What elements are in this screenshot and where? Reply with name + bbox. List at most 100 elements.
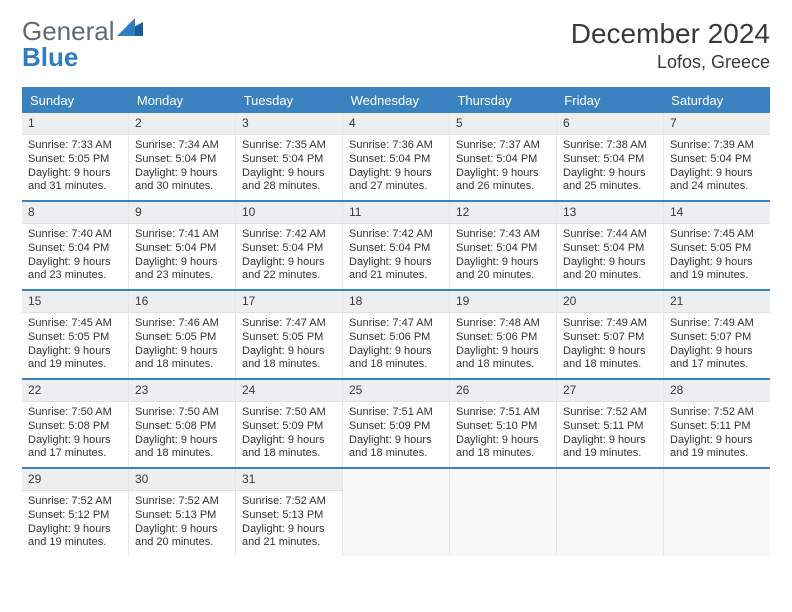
day-body: Sunrise: 7:45 AMSunset: 5:05 PMDaylight:… [664, 224, 770, 289]
daylight-text: Daylight: 9 hours and 21 minutes. [242, 523, 336, 551]
day-number: 27 [557, 380, 663, 402]
day-cell: 27Sunrise: 7:52 AMSunset: 5:11 PMDayligh… [557, 380, 664, 467]
sunrise-text: Sunrise: 7:47 AM [242, 317, 336, 331]
sunset-text: Sunset: 5:09 PM [349, 420, 443, 434]
day-number: 2 [129, 113, 235, 135]
daylight-text: Daylight: 9 hours and 19 minutes. [670, 434, 764, 462]
sunrise-text: Sunrise: 7:35 AM [242, 139, 336, 153]
day-cell: 26Sunrise: 7:51 AMSunset: 5:10 PMDayligh… [450, 380, 557, 467]
daylight-text: Daylight: 9 hours and 20 minutes. [135, 523, 229, 551]
day-body: Sunrise: 7:52 AMSunset: 5:12 PMDaylight:… [22, 491, 128, 556]
logo: General Blue [22, 18, 143, 70]
daylight-text: Daylight: 9 hours and 25 minutes. [563, 167, 657, 195]
day-header: Sunday [22, 87, 129, 113]
sunset-text: Sunset: 5:08 PM [28, 420, 122, 434]
empty-cell [450, 469, 557, 556]
day-cell: 12Sunrise: 7:43 AMSunset: 5:04 PMDayligh… [450, 202, 557, 289]
day-body: Sunrise: 7:47 AMSunset: 5:06 PMDaylight:… [343, 313, 449, 378]
sunset-text: Sunset: 5:05 PM [28, 331, 122, 345]
sunrise-text: Sunrise: 7:33 AM [28, 139, 122, 153]
daylight-text: Daylight: 9 hours and 20 minutes. [563, 256, 657, 284]
sunrise-text: Sunrise: 7:52 AM [135, 495, 229, 509]
day-cell: 31Sunrise: 7:52 AMSunset: 5:13 PMDayligh… [236, 469, 343, 556]
logo-mark: General Blue [22, 18, 143, 70]
day-number: 24 [236, 380, 342, 402]
day-body: Sunrise: 7:43 AMSunset: 5:04 PMDaylight:… [450, 224, 556, 289]
sunset-text: Sunset: 5:05 PM [242, 331, 336, 345]
day-cell: 28Sunrise: 7:52 AMSunset: 5:11 PMDayligh… [664, 380, 770, 467]
day-body: Sunrise: 7:47 AMSunset: 5:05 PMDaylight:… [236, 313, 342, 378]
day-number: 16 [129, 291, 235, 313]
daylight-text: Daylight: 9 hours and 18 minutes. [563, 345, 657, 373]
sunset-text: Sunset: 5:04 PM [349, 153, 443, 167]
sunset-text: Sunset: 5:13 PM [135, 509, 229, 523]
day-cell: 20Sunrise: 7:49 AMSunset: 5:07 PMDayligh… [557, 291, 664, 378]
sunrise-text: Sunrise: 7:52 AM [242, 495, 336, 509]
day-body: Sunrise: 7:50 AMSunset: 5:09 PMDaylight:… [236, 402, 342, 467]
day-header: Wednesday [343, 87, 450, 113]
day-number: 19 [450, 291, 556, 313]
day-number: 26 [450, 380, 556, 402]
daylight-text: Daylight: 9 hours and 21 minutes. [349, 256, 443, 284]
sunrise-text: Sunrise: 7:50 AM [242, 406, 336, 420]
day-cell: 3 Sunrise: 7:35 AMSunset: 5:04 PMDaylight… [236, 113, 343, 200]
day-number: 18 [343, 291, 449, 313]
day-number: 29 [22, 469, 128, 491]
day-body: Sunrise: 7:52 AMSunset: 5:11 PMDaylight:… [557, 402, 663, 467]
daylight-text: Daylight: 9 hours and 18 minutes. [242, 345, 336, 373]
day-number: 17 [236, 291, 342, 313]
sunset-text: Sunset: 5:08 PM [135, 420, 229, 434]
day-number: 10 [236, 202, 342, 224]
daylight-text: Daylight: 9 hours and 24 minutes. [670, 167, 764, 195]
day-cell: 21Sunrise: 7:49 AMSunset: 5:07 PMDayligh… [664, 291, 770, 378]
day-cell: 13Sunrise: 7:44 AMSunset: 5:04 PMDayligh… [557, 202, 664, 289]
day-number: 15 [22, 291, 128, 313]
sunrise-text: Sunrise: 7:42 AM [349, 228, 443, 242]
day-body: Sunrise: 7:33 AMSunset: 5:05 PMDaylight:… [22, 135, 128, 200]
day-body: Sunrise: 7:41 AMSunset: 5:04 PMDaylight:… [129, 224, 235, 289]
sunrise-text: Sunrise: 7:38 AM [563, 139, 657, 153]
day-body: Sunrise: 7:49 AMSunset: 5:07 PMDaylight:… [664, 313, 770, 378]
daylight-text: Daylight: 9 hours and 28 minutes. [242, 167, 336, 195]
daylight-text: Daylight: 9 hours and 22 minutes. [242, 256, 336, 284]
day-number: 25 [343, 380, 449, 402]
day-header: Friday [556, 87, 663, 113]
day-body: Sunrise: 7:52 AMSunset: 5:13 PMDaylight:… [129, 491, 235, 556]
daylight-text: Daylight: 9 hours and 18 minutes. [135, 434, 229, 462]
sunset-text: Sunset: 5:06 PM [349, 331, 443, 345]
day-number: 8 [22, 202, 128, 224]
sunrise-text: Sunrise: 7:39 AM [670, 139, 764, 153]
week-row: 1Sunrise: 7:33 AMSunset: 5:05 PMDaylight… [22, 113, 770, 200]
day-cell: 25Sunrise: 7:51 AMSunset: 5:09 PMDayligh… [343, 380, 450, 467]
daylight-text: Daylight: 9 hours and 19 minutes. [670, 256, 764, 284]
day-body: Sunrise: 7:50 AMSunset: 5:08 PMDaylight:… [129, 402, 235, 467]
day-number: 6 [557, 113, 663, 135]
daylight-text: Daylight: 9 hours and 19 minutes. [563, 434, 657, 462]
sunrise-text: Sunrise: 7:45 AM [670, 228, 764, 242]
sunset-text: Sunset: 5:04 PM [349, 242, 443, 256]
day-cell: 16Sunrise: 7:46 AMSunset: 5:05 PMDayligh… [129, 291, 236, 378]
day-number: 3 [236, 113, 342, 135]
day-number: 7 [664, 113, 770, 135]
sunrise-text: Sunrise: 7:52 AM [28, 495, 122, 509]
sunrise-text: Sunrise: 7:41 AM [135, 228, 229, 242]
sunset-text: Sunset: 5:11 PM [670, 420, 764, 434]
day-number: 9 [129, 202, 235, 224]
day-number: 28 [664, 380, 770, 402]
daylight-text: Daylight: 9 hours and 19 minutes. [28, 523, 122, 551]
sunrise-text: Sunrise: 7:47 AM [349, 317, 443, 331]
sunrise-text: Sunrise: 7:40 AM [28, 228, 122, 242]
sunrise-text: Sunrise: 7:34 AM [135, 139, 229, 153]
sunrise-text: Sunrise: 7:52 AM [563, 406, 657, 420]
day-number: 11 [343, 202, 449, 224]
day-number: 12 [450, 202, 556, 224]
day-cell: 10Sunrise: 7:42 AMSunset: 5:04 PMDayligh… [236, 202, 343, 289]
sunrise-text: Sunrise: 7:45 AM [28, 317, 122, 331]
day-number: 31 [236, 469, 342, 491]
daylight-text: Daylight: 9 hours and 18 minutes. [349, 434, 443, 462]
sunset-text: Sunset: 5:04 PM [135, 153, 229, 167]
day-cell: 29Sunrise: 7:52 AMSunset: 5:12 PMDayligh… [22, 469, 129, 556]
empty-cell [557, 469, 664, 556]
day-cell: 30Sunrise: 7:52 AMSunset: 5:13 PMDayligh… [129, 469, 236, 556]
sunset-text: Sunset: 5:04 PM [242, 153, 336, 167]
